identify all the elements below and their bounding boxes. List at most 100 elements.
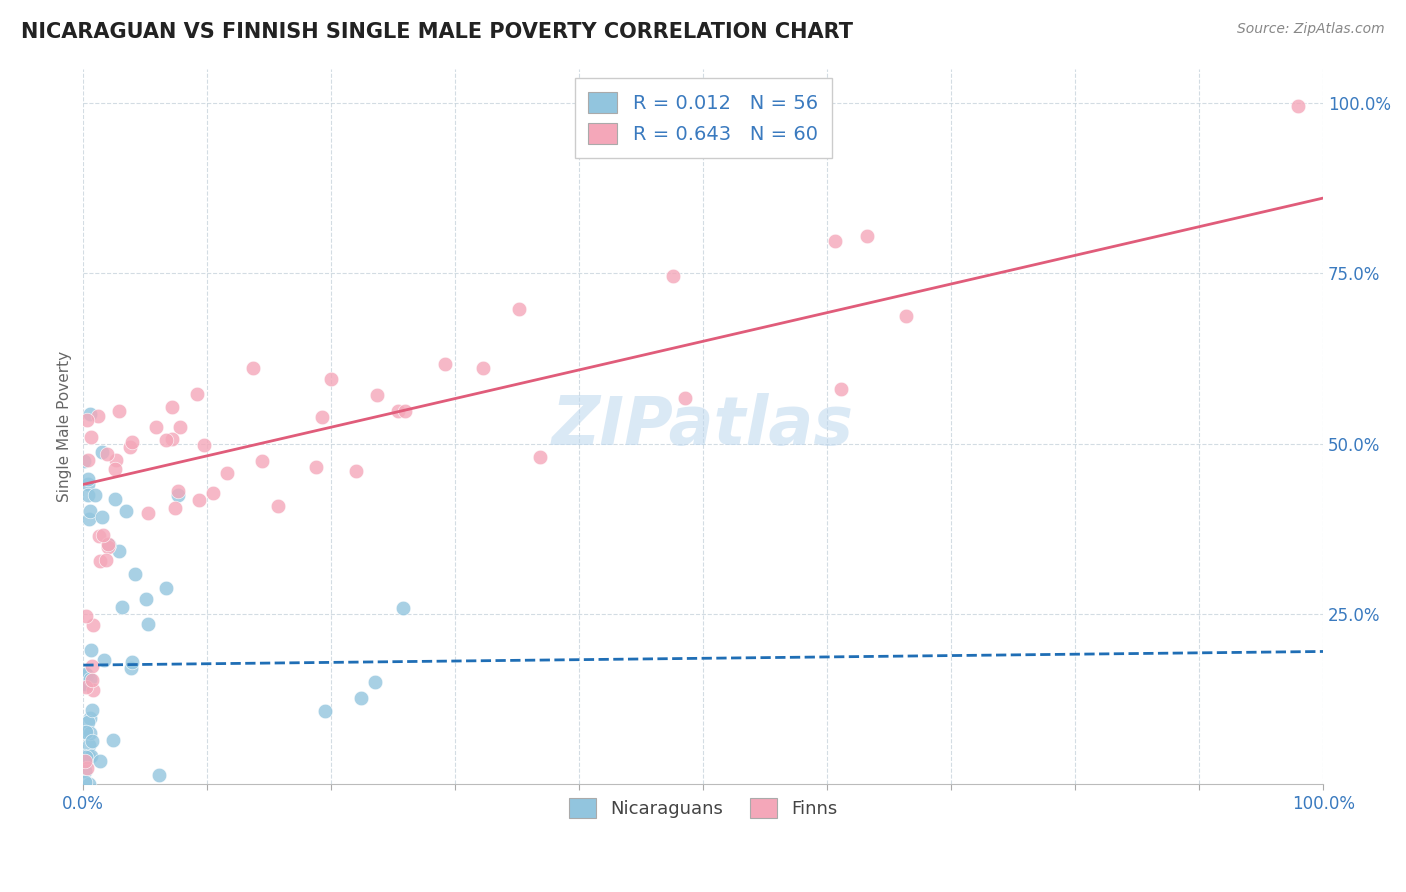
Point bbox=[394, 404, 416, 418]
Point bbox=[104, 492, 127, 507]
Point bbox=[186, 387, 208, 401]
Point bbox=[187, 492, 209, 507]
Point bbox=[673, 392, 696, 406]
Point bbox=[104, 452, 127, 467]
Point bbox=[76, 413, 98, 427]
Point bbox=[76, 472, 98, 486]
Text: ZIPatlas: ZIPatlas bbox=[553, 393, 855, 459]
Point bbox=[160, 400, 183, 414]
Point bbox=[79, 672, 101, 686]
Point bbox=[145, 420, 167, 434]
Point bbox=[305, 459, 328, 474]
Point bbox=[82, 618, 104, 632]
Point bbox=[434, 358, 457, 372]
Point bbox=[76, 761, 98, 775]
Point bbox=[77, 739, 100, 753]
Point bbox=[319, 372, 342, 386]
Point bbox=[76, 453, 98, 467]
Point bbox=[75, 678, 97, 692]
Point bbox=[80, 658, 103, 673]
Point bbox=[73, 764, 96, 778]
Point bbox=[824, 234, 846, 248]
Point bbox=[73, 454, 96, 468]
Point bbox=[138, 617, 160, 632]
Point bbox=[75, 775, 97, 789]
Point bbox=[96, 447, 118, 461]
Point bbox=[77, 512, 100, 526]
Point bbox=[79, 711, 101, 725]
Point bbox=[97, 540, 120, 554]
Point bbox=[193, 438, 215, 452]
Point bbox=[86, 409, 108, 424]
Point bbox=[391, 600, 413, 615]
Point bbox=[80, 673, 103, 687]
Point bbox=[118, 440, 141, 454]
Point bbox=[82, 682, 104, 697]
Legend: Nicaraguans, Finns: Nicaraguans, Finns bbox=[561, 791, 845, 825]
Point bbox=[79, 408, 101, 422]
Point bbox=[75, 725, 97, 739]
Point bbox=[155, 582, 177, 596]
Point bbox=[267, 499, 290, 513]
Point bbox=[311, 409, 333, 424]
Point bbox=[73, 749, 96, 764]
Point bbox=[82, 703, 104, 717]
Point bbox=[73, 754, 96, 768]
Point bbox=[662, 269, 685, 284]
Point bbox=[91, 510, 114, 524]
Point bbox=[90, 444, 112, 458]
Point bbox=[350, 690, 373, 705]
Point bbox=[344, 464, 367, 478]
Point bbox=[79, 776, 101, 790]
Text: Source: ZipAtlas.com: Source: ZipAtlas.com bbox=[1237, 22, 1385, 37]
Text: NICARAGUAN VS FINNISH SINGLE MALE POVERTY CORRELATION CHART: NICARAGUAN VS FINNISH SINGLE MALE POVERT… bbox=[21, 22, 853, 42]
Point bbox=[124, 566, 146, 581]
Point bbox=[167, 488, 190, 502]
Point bbox=[856, 228, 879, 243]
Point bbox=[1286, 99, 1309, 113]
Point bbox=[76, 488, 98, 502]
Point bbox=[104, 462, 127, 476]
Point bbox=[89, 529, 111, 543]
Point bbox=[80, 643, 103, 657]
Point bbox=[314, 704, 336, 718]
Point bbox=[167, 484, 190, 499]
Point bbox=[97, 537, 120, 551]
Point bbox=[135, 592, 157, 607]
Point bbox=[80, 749, 103, 764]
Point bbox=[84, 488, 107, 502]
Point bbox=[155, 433, 177, 447]
Point bbox=[97, 538, 120, 552]
Point bbox=[79, 726, 101, 740]
Point bbox=[73, 677, 96, 691]
Point bbox=[508, 302, 530, 317]
Point bbox=[529, 450, 551, 464]
Point bbox=[75, 680, 97, 694]
Point bbox=[79, 504, 101, 518]
Point bbox=[121, 434, 143, 449]
Point bbox=[96, 553, 118, 567]
Point bbox=[93, 653, 115, 667]
Point bbox=[169, 420, 191, 434]
Point bbox=[120, 661, 142, 675]
Point bbox=[82, 734, 104, 748]
Point bbox=[115, 504, 138, 518]
Point bbox=[387, 404, 409, 418]
Point bbox=[91, 528, 114, 542]
Point bbox=[76, 668, 98, 682]
Point bbox=[80, 430, 103, 444]
Point bbox=[75, 608, 97, 623]
Point bbox=[202, 485, 225, 500]
Point bbox=[472, 361, 495, 376]
Point bbox=[163, 501, 186, 516]
Point bbox=[242, 360, 264, 375]
Point bbox=[121, 656, 143, 670]
Point bbox=[363, 675, 385, 690]
Point bbox=[75, 667, 97, 681]
Point bbox=[250, 453, 273, 467]
Point bbox=[108, 543, 131, 558]
Point bbox=[103, 732, 125, 747]
Point bbox=[108, 404, 131, 418]
Point bbox=[77, 750, 100, 764]
Point bbox=[111, 600, 134, 615]
